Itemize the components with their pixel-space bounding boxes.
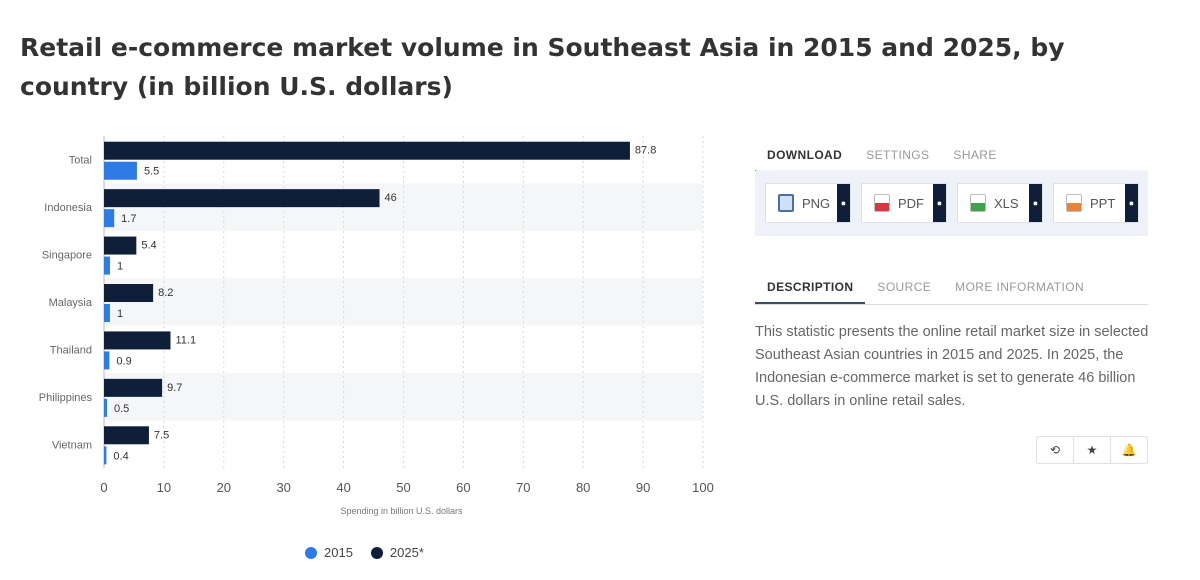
bar-2025[interactable]	[104, 236, 137, 255]
bar-2025[interactable]	[104, 284, 154, 302]
description-text: This statistic presents the online retai…	[755, 324, 1149, 409]
dropdown-dot-icon: ●	[1125, 184, 1138, 222]
category-label: Malaysia	[49, 297, 93, 309]
pdf-file-icon	[874, 194, 890, 212]
data-label-2025: 9.7	[167, 382, 182, 394]
legend-label-2025: 2025*	[389, 545, 424, 560]
legend-label-2015: 2015	[324, 545, 353, 560]
x-tick-label: 60	[456, 480, 470, 495]
x-tick-label: 40	[336, 480, 350, 495]
x-tick-label: 30	[276, 480, 290, 495]
bar-2025[interactable]	[104, 189, 380, 208]
x-tick-label: 0	[100, 480, 107, 495]
data-label-2015: 1	[117, 308, 123, 320]
category-label: Philippines	[39, 392, 93, 404]
data-label-2025: 11.1	[175, 334, 196, 346]
x-tick-label: 50	[396, 480, 410, 495]
dropdown-dot-icon: ●	[837, 184, 850, 222]
chart-legend: 2015 2025*	[305, 545, 442, 560]
download-xls-label: XLS	[994, 195, 1019, 211]
data-label-2025: 8.2	[158, 287, 173, 299]
bar-chart: 0 10 20 30 40 50 60 70 80 90 100 Total 87.8 5.5 Indone…	[39, 136, 714, 516]
data-label-2015: 5.5	[144, 166, 159, 178]
download-panel: PNG ● PDF ● XLS ● PPT ●	[755, 170, 1148, 236]
bar-2015[interactable]	[104, 398, 107, 417]
download-ppt-label: PPT	[1090, 195, 1116, 211]
category-label: Indonesia	[44, 202, 93, 214]
bar-2015[interactable]	[104, 161, 137, 180]
ppt-file-icon	[1066, 194, 1082, 212]
category-label: Vietnam	[52, 439, 92, 451]
tools-tabs: DOWNLOAD SETTINGS SHARE	[755, 140, 1009, 172]
tab-source[interactable]: SOURCE	[877, 280, 932, 294]
x-axis-title: Spending in billion U.S. dollars	[340, 506, 463, 516]
category-label: Total	[69, 155, 92, 167]
star-icon[interactable]: ★	[1074, 437, 1111, 463]
legend-item-2015[interactable]: 2015	[305, 545, 353, 560]
download-pdf-button[interactable]: PDF ●	[861, 183, 947, 223]
download-xls-button[interactable]: XLS ●	[957, 183, 1043, 223]
download-pdf-label: PDF	[898, 195, 924, 211]
png-file-icon	[778, 194, 794, 212]
bar-2025[interactable]	[104, 331, 171, 350]
data-label-2015: 0.5	[114, 403, 129, 415]
tab-settings[interactable]: SETTINGS	[866, 148, 930, 162]
bar-2025[interactable]	[104, 378, 163, 397]
data-label-2015: 0.9	[116, 355, 131, 367]
download-png-label: PNG	[802, 195, 831, 211]
bar-2015[interactable]	[104, 304, 110, 322]
dropdown-dot-icon: ●	[1029, 184, 1042, 222]
bar-2015[interactable]	[104, 351, 110, 370]
action-buttons: ⟲ ★ 🔔	[1036, 436, 1148, 464]
download-png-button[interactable]: PNG ●	[765, 183, 851, 223]
xls-file-icon	[970, 194, 986, 212]
legend-dot-2015	[305, 546, 317, 559]
tab-description[interactable]: DESCRIPTION	[755, 272, 866, 304]
chart-title: Retail e-commerce market volume in South…	[20, 33, 1065, 101]
info-tabs: DESCRIPTION SOURCE MORE INFORMATION	[755, 272, 1096, 304]
bar-2025[interactable]	[104, 141, 630, 160]
dropdown-dot-icon: ●	[933, 184, 946, 222]
data-label-2025: 5.4	[141, 240, 156, 252]
bell-icon[interactable]: 🔔	[1121, 443, 1137, 457]
tab-more-information[interactable]: MORE INFORMATION	[955, 280, 1085, 294]
bar-2015[interactable]	[104, 256, 110, 275]
bar-2015[interactable]	[104, 209, 115, 228]
tab-download[interactable]: DOWNLOAD	[755, 140, 855, 172]
tab-share[interactable]: SHARE	[953, 148, 997, 162]
x-tick-label: 10	[157, 480, 171, 495]
bar-2015[interactable]	[104, 446, 107, 465]
x-tick-label: 100	[692, 480, 714, 495]
bar-2025[interactable]	[104, 426, 149, 445]
data-label-2015: 1.7	[121, 213, 136, 225]
category-label: Thailand	[50, 344, 92, 356]
data-label-2025: 46	[385, 192, 397, 204]
data-label-2025: 87.8	[635, 145, 656, 157]
x-tick-label: 70	[516, 480, 530, 495]
legend-dot-2025	[370, 546, 383, 559]
data-label-2015: 1	[117, 261, 123, 273]
download-ppt-button[interactable]: PPT ●	[1053, 183, 1139, 223]
category-label: Singapore	[42, 250, 92, 262]
data-label-2025: 7.5	[154, 429, 169, 441]
history-icon[interactable]: ⟲	[1037, 437, 1074, 463]
x-tick-label: 20	[217, 480, 231, 495]
info-tabs-divider	[755, 304, 1148, 305]
data-label-2015: 0.4	[113, 450, 128, 462]
x-tick-label: 90	[636, 480, 650, 495]
legend-item-2025[interactable]: 2025*	[370, 545, 424, 560]
x-tick-label: 80	[576, 480, 590, 495]
